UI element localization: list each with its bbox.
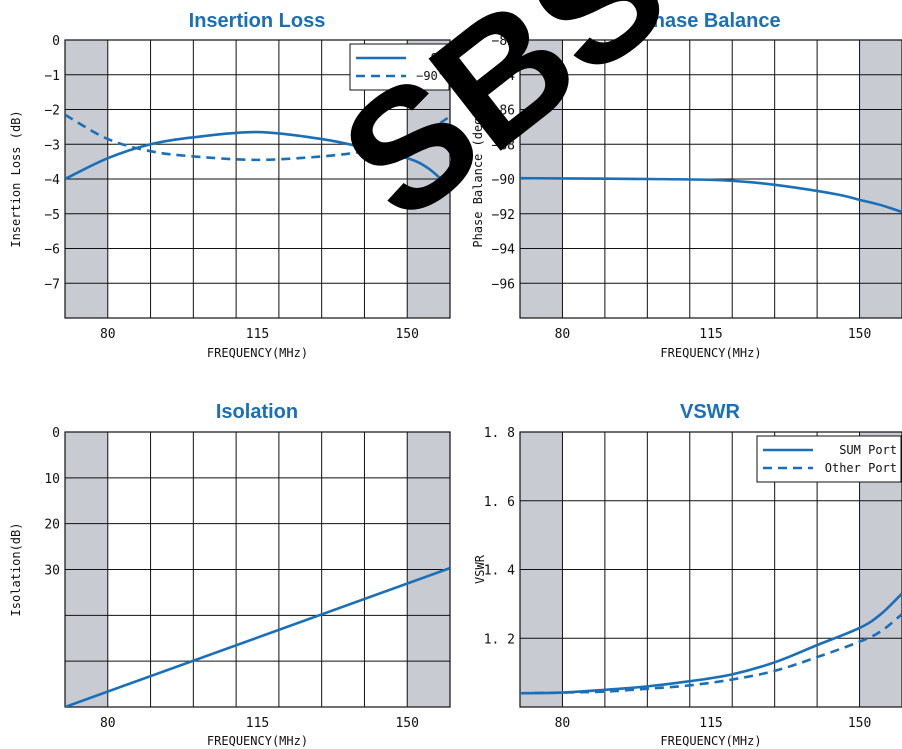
y-axis-label: Isolation(dB) <box>9 523 23 617</box>
legend: 0° −90° <box>349 43 450 91</box>
y-tick-label: −86 <box>492 104 515 119</box>
y-tick-label: 10 <box>44 472 60 487</box>
chart-panel-1: 0 −1 −2 −3 −4 −5 −6 −7 80 115 150 FREQUENCY(MHz) Ins… <box>9 10 451 360</box>
legend-label: −90° <box>416 69 445 83</box>
y-axis-label: Insertion Loss (dB) <box>9 110 23 247</box>
x-tick-label: 150 <box>395 716 418 731</box>
legend-label: SUM Port <box>839 443 897 457</box>
chart-panel-4: 1. 8 1. 6 1. 4 1. 2 80 115 150 FREQUENCY(MHz) VS… <box>473 401 902 748</box>
series-line-sum-port <box>520 592 902 695</box>
y-tick-label: −92 <box>492 208 515 223</box>
x-axis-label: FREQUENCY(MHz) <box>207 346 308 360</box>
x-tick-label: 115 <box>699 716 722 731</box>
y-axis-label: VSWR <box>473 554 487 584</box>
y-tick-label: −94 <box>492 243 516 258</box>
y-tick-label: −88 <box>492 138 515 153</box>
x-tick-label: 150 <box>848 327 871 342</box>
x-tick-label: 80 <box>555 716 571 731</box>
y-tick-label: −3 <box>44 138 60 153</box>
x-axis-label: FREQUENCY(MHz) <box>660 734 761 748</box>
x-tick-label: 115 <box>246 716 269 731</box>
y-tick-label: −96 <box>492 277 515 292</box>
y-tick-label: −7 <box>44 277 60 292</box>
series-line-90 <box>65 113 450 162</box>
plot-frame <box>519 431 902 708</box>
y-tick-label: −90 <box>492 173 515 188</box>
x-tick-label: 80 <box>100 327 116 342</box>
series-line-series-1 <box>520 176 902 214</box>
x-tick-label: 150 <box>395 327 418 342</box>
y-tick-label: −6 <box>44 243 60 258</box>
chart-title: Phase Balance <box>639 10 780 32</box>
y-tick-label: 0 <box>52 426 60 441</box>
x-tick-label: 80 <box>555 327 571 342</box>
x-axis-label: FREQUENCY(MHz) <box>660 346 761 360</box>
y-tick-label: −82 <box>492 34 515 49</box>
y-tick-label: 20 <box>44 518 60 533</box>
chart-panel-3: 0 10 20 30 80 115 150 FREQUENCY(MHz) Isolation(d… <box>9 401 451 748</box>
y-tick-label: 1. 8 <box>484 426 515 441</box>
chart-title: Isolation <box>216 401 298 423</box>
legend-label: Other Port <box>825 461 897 475</box>
chart-panel-2: −82 −84 −86 −88 −90 −92 −94 −96 80 115 150 FREQUENC… <box>471 10 902 360</box>
legend-box <box>756 435 902 483</box>
y-tick-label: 0 <box>52 34 60 49</box>
legend: SUM Port Other Port <box>756 435 902 483</box>
y-tick-label: −1 <box>44 69 60 84</box>
legend-label: 0° <box>431 51 445 65</box>
chart-title: Insertion Loss <box>189 10 326 32</box>
series-line-other-port <box>520 613 902 695</box>
y-tick-label: −5 <box>44 208 60 223</box>
y-tick-label: 1. 2 <box>484 632 515 647</box>
legend-box <box>349 43 450 91</box>
y-tick-label: −84 <box>492 69 516 84</box>
y-tick-label: 1. 4 <box>484 564 515 579</box>
series-line-0 <box>65 130 450 189</box>
chart-title: VSWR <box>680 401 741 423</box>
x-axis-label: FREQUENCY(MHz) <box>207 734 308 748</box>
x-tick-label: 115 <box>699 327 722 342</box>
y-tick-label: 1. 6 <box>484 495 515 510</box>
x-tick-label: 150 <box>848 716 871 731</box>
x-tick-label: 115 <box>246 327 269 342</box>
x-tick-label: 80 <box>100 716 116 731</box>
y-tick-label: −2 <box>44 104 60 119</box>
y-tick-label: 30 <box>44 564 60 579</box>
series-line-series-1 <box>65 566 450 707</box>
y-axis-label: Phase Balance (deg) <box>471 110 485 247</box>
y-tick-label: −4 <box>44 173 60 188</box>
